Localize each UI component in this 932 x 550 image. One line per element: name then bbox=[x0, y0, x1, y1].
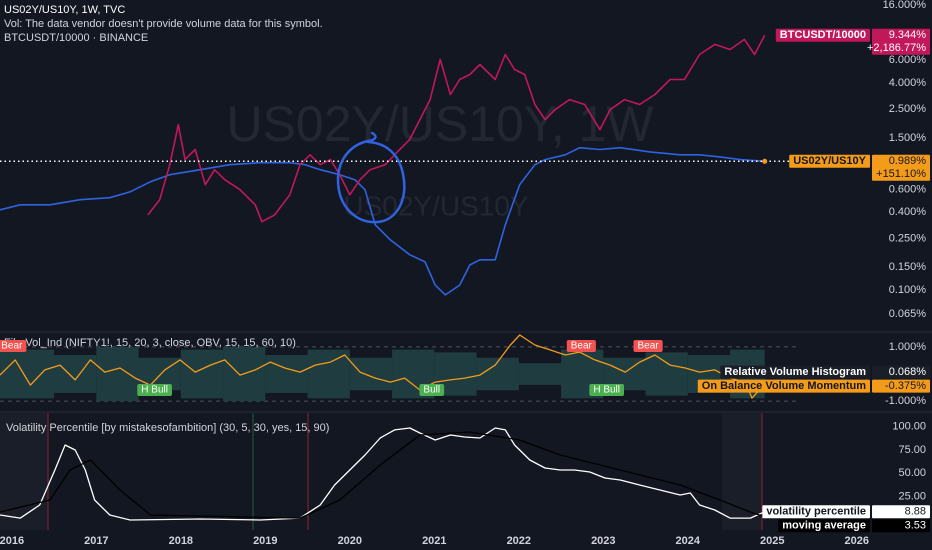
y-tick-label: 0.250% bbox=[889, 232, 927, 244]
series-line bbox=[0, 431, 765, 519]
watermark: US02Y/US10Y, 1W bbox=[226, 96, 654, 152]
histogram-bar bbox=[349, 357, 393, 391]
tag-name-box bbox=[775, 28, 870, 42]
tag-name-box bbox=[720, 365, 870, 379]
histogram-bar bbox=[180, 349, 224, 399]
price-tags: BTCUSDT/10000 9.344%+2,186.77% US02Y/US10Y… bbox=[0, 28, 930, 533]
y-tick-label: -1.000% bbox=[885, 395, 926, 407]
signal-box bbox=[0, 340, 27, 352]
tag-value-box bbox=[872, 154, 930, 181]
overlay-legend: BTCUSDT/10000 · BINANCE bbox=[4, 32, 148, 44]
y-tick-label: 0.100% bbox=[889, 284, 927, 296]
tag-value-box bbox=[872, 28, 930, 55]
y-tick-label: 50.00 bbox=[898, 467, 926, 479]
x-tick-label: 2021 bbox=[422, 535, 446, 547]
tag-name: Relative Volume Histogram bbox=[724, 366, 866, 378]
signal-label: Bear bbox=[1, 341, 23, 352]
last-point bbox=[762, 158, 768, 164]
series-line bbox=[147, 34, 766, 223]
symbol-title: US02Y/US10Y, 1W, TVC bbox=[4, 4, 125, 16]
y-tick-label: 16.000% bbox=[883, 0, 927, 11]
x-tick-label: 2020 bbox=[338, 535, 362, 547]
tag-name: moving average bbox=[782, 520, 866, 532]
tag-name: volatility percentile bbox=[766, 506, 866, 518]
histogram-bar bbox=[645, 352, 688, 396]
tag-name-box bbox=[762, 505, 870, 519]
signal-box bbox=[137, 384, 172, 396]
tag-value: 9.344% bbox=[889, 29, 927, 41]
tag-value: 8.88 bbox=[905, 506, 926, 518]
y-tick-label: 0.150% bbox=[889, 261, 927, 273]
histogram-bar bbox=[265, 355, 308, 393]
signal-box bbox=[419, 384, 445, 396]
tag-value-box bbox=[872, 379, 930, 393]
histogram-bar bbox=[96, 346, 139, 402]
series-line bbox=[0, 146, 765, 296]
tag-value-box bbox=[872, 519, 930, 533]
y-tick-label: 1.000% bbox=[889, 341, 927, 353]
y-tick-label: 100.00 bbox=[892, 421, 926, 433]
tag-value-box bbox=[872, 505, 930, 519]
x-tick-label: 2024 bbox=[676, 535, 701, 547]
signal-label: Bear bbox=[638, 341, 660, 352]
y-tick-label: 1.500% bbox=[889, 132, 927, 144]
y-tick-label: 6.000% bbox=[889, 54, 927, 66]
y-tick-label: 4.000% bbox=[889, 77, 927, 89]
series-line bbox=[0, 427, 765, 521]
x-tick-label: 2026 bbox=[845, 535, 869, 547]
tag-value: +2,186.77% bbox=[867, 42, 926, 54]
tag-value: +151.10% bbox=[876, 168, 926, 180]
signal-label: Bear bbox=[571, 341, 593, 352]
tag-value: 0.989% bbox=[889, 155, 927, 167]
x-tick-label: 2025 bbox=[760, 535, 784, 547]
shaded-zone bbox=[722, 413, 762, 530]
tag-name-box bbox=[697, 379, 870, 393]
x-tick-label: 2023 bbox=[591, 535, 615, 547]
y-tick-label: 75.00 bbox=[898, 444, 926, 456]
hand-drawn-circle bbox=[336, 131, 406, 224]
signal-label: H Bull bbox=[141, 385, 168, 396]
x-tick-label: 2016 bbox=[0, 535, 24, 547]
tag-name: BTCUSDT/10000 bbox=[780, 29, 866, 41]
x-tick-label: 2017 bbox=[84, 535, 108, 547]
y-tick-label: 0.065% bbox=[889, 308, 927, 320]
signal-box bbox=[633, 340, 663, 352]
x-tick-label: 2018 bbox=[169, 535, 193, 547]
histogram-bar bbox=[307, 349, 350, 399]
histogram-bar bbox=[518, 363, 562, 385]
tag-name: US02Y/US10Y bbox=[793, 155, 866, 167]
tag-name-box bbox=[778, 519, 870, 533]
tag-name: On Balance Volume Momentum bbox=[702, 380, 866, 392]
indicator-title: Volatility Percentile [by mistakesofambi… bbox=[6, 422, 329, 434]
histogram-bar bbox=[476, 357, 519, 391]
watermark-sub: US02Y/US10Y bbox=[343, 190, 529, 221]
signal-box bbox=[566, 340, 596, 352]
x-tick-label: 2022 bbox=[507, 535, 531, 547]
signal-box bbox=[589, 384, 625, 396]
signal-label: H Bull bbox=[593, 385, 620, 396]
y-tick-label: 25.00 bbox=[898, 491, 926, 503]
indicator-title: Fib_Vol_Ind (NIFTY1!, 15, 20, 3, close, … bbox=[4, 337, 296, 349]
tag-name-box bbox=[789, 154, 870, 168]
volume-note: Vol: The data vendor doesn't provide vol… bbox=[4, 18, 323, 30]
tag-value: -0.375% bbox=[885, 380, 926, 392]
x-tick-label: 2019 bbox=[253, 535, 277, 547]
tag-value: 0.068% bbox=[889, 366, 927, 378]
signal-label: Bull bbox=[423, 385, 440, 396]
tag-value-box bbox=[872, 365, 930, 379]
tag-value: 3.53 bbox=[905, 520, 926, 532]
y-tick-label: 0.400% bbox=[889, 206, 927, 218]
y-tick-label: 0.600% bbox=[889, 183, 927, 195]
series-line bbox=[0, 334, 766, 399]
layout: US02Y/US10Y, 1W US02Y/US10Y bbox=[0, 96, 932, 530]
histogram-bar bbox=[0, 349, 55, 399]
y-tick-label: 2.500% bbox=[889, 103, 927, 115]
